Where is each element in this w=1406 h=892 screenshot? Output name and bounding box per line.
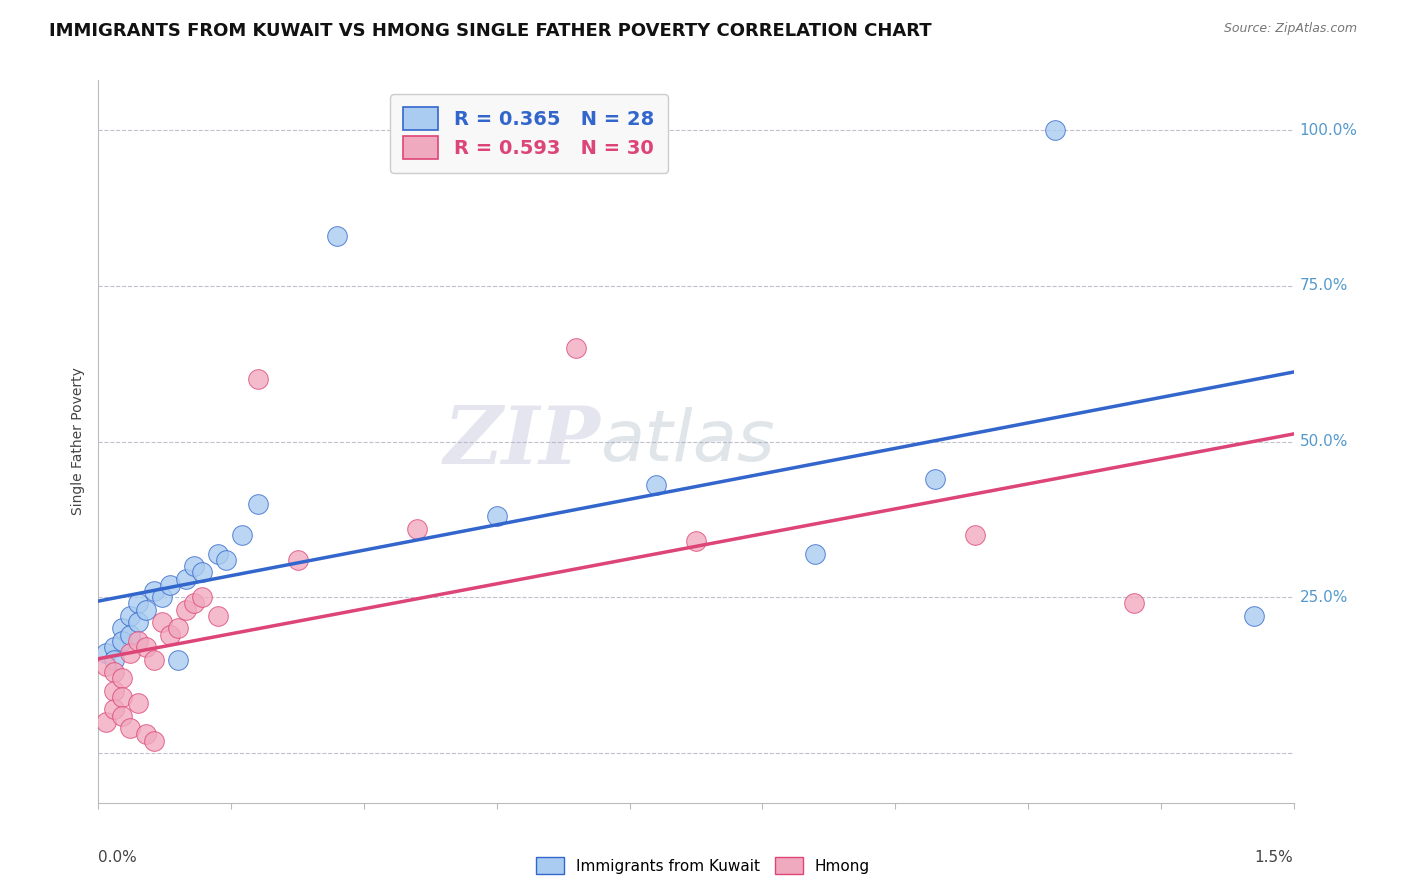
- Point: [120, 609, 142, 624]
- Point: [135, 727, 157, 741]
- Point: [135, 603, 157, 617]
- Text: 75.0%: 75.0%: [1299, 278, 1348, 293]
- Point: [287, 553, 309, 567]
- Text: IMMIGRANTS FROM KUWAIT VS HMONG SINGLE FATHER POVERTY CORRELATION CHART: IMMIGRANTS FROM KUWAIT VS HMONG SINGLE F…: [49, 22, 932, 40]
- Point: [111, 671, 134, 685]
- Point: [127, 696, 149, 710]
- Text: atlas: atlas: [600, 407, 775, 476]
- Point: [96, 658, 118, 673]
- Point: [127, 615, 149, 630]
- Point: [174, 572, 197, 586]
- Point: [963, 528, 986, 542]
- Point: [127, 597, 149, 611]
- Text: 100.0%: 100.0%: [1299, 122, 1358, 137]
- Text: 1.5%: 1.5%: [1254, 850, 1294, 864]
- Point: [143, 652, 166, 666]
- Point: [103, 665, 125, 679]
- Point: [150, 591, 173, 605]
- Point: [103, 702, 125, 716]
- Point: [685, 534, 707, 549]
- Point: [150, 615, 173, 630]
- Point: [174, 603, 197, 617]
- Text: Source: ZipAtlas.com: Source: ZipAtlas.com: [1223, 22, 1357, 36]
- Point: [96, 714, 118, 729]
- Point: [645, 478, 668, 492]
- Point: [485, 509, 508, 524]
- Point: [215, 553, 238, 567]
- Point: [111, 633, 134, 648]
- Point: [103, 683, 125, 698]
- Point: [143, 584, 166, 599]
- Point: [96, 646, 118, 660]
- Point: [246, 497, 269, 511]
- Point: [120, 627, 142, 641]
- Text: 0.0%: 0.0%: [98, 850, 138, 864]
- Point: [135, 640, 157, 654]
- Point: [120, 721, 142, 735]
- Point: [103, 652, 125, 666]
- Text: ZIP: ZIP: [443, 403, 600, 480]
- Point: [111, 690, 134, 704]
- Point: [159, 578, 181, 592]
- Point: [406, 522, 429, 536]
- Point: [1043, 123, 1066, 137]
- Point: [111, 708, 134, 723]
- Point: [804, 547, 827, 561]
- Point: [111, 621, 134, 635]
- Point: [565, 341, 588, 355]
- Point: [231, 528, 253, 542]
- Point: [191, 591, 214, 605]
- Y-axis label: Single Father Poverty: Single Father Poverty: [72, 368, 86, 516]
- Point: [183, 597, 205, 611]
- Point: [1123, 597, 1146, 611]
- Text: 25.0%: 25.0%: [1299, 590, 1348, 605]
- Text: 50.0%: 50.0%: [1299, 434, 1348, 449]
- Point: [103, 640, 125, 654]
- Point: [183, 559, 205, 574]
- Legend: R = 0.365   N = 28, R = 0.593   N = 30: R = 0.365 N = 28, R = 0.593 N = 30: [389, 94, 668, 172]
- Point: [120, 646, 142, 660]
- Point: [143, 733, 166, 747]
- Point: [191, 566, 214, 580]
- Point: [1243, 609, 1265, 624]
- Point: [127, 633, 149, 648]
- Legend: Immigrants from Kuwait, Hmong: Immigrants from Kuwait, Hmong: [530, 851, 876, 880]
- Point: [207, 609, 229, 624]
- Point: [167, 621, 190, 635]
- Point: [207, 547, 229, 561]
- Point: [159, 627, 181, 641]
- Point: [167, 652, 190, 666]
- Point: [326, 229, 349, 244]
- Point: [246, 372, 269, 386]
- Point: [924, 472, 946, 486]
